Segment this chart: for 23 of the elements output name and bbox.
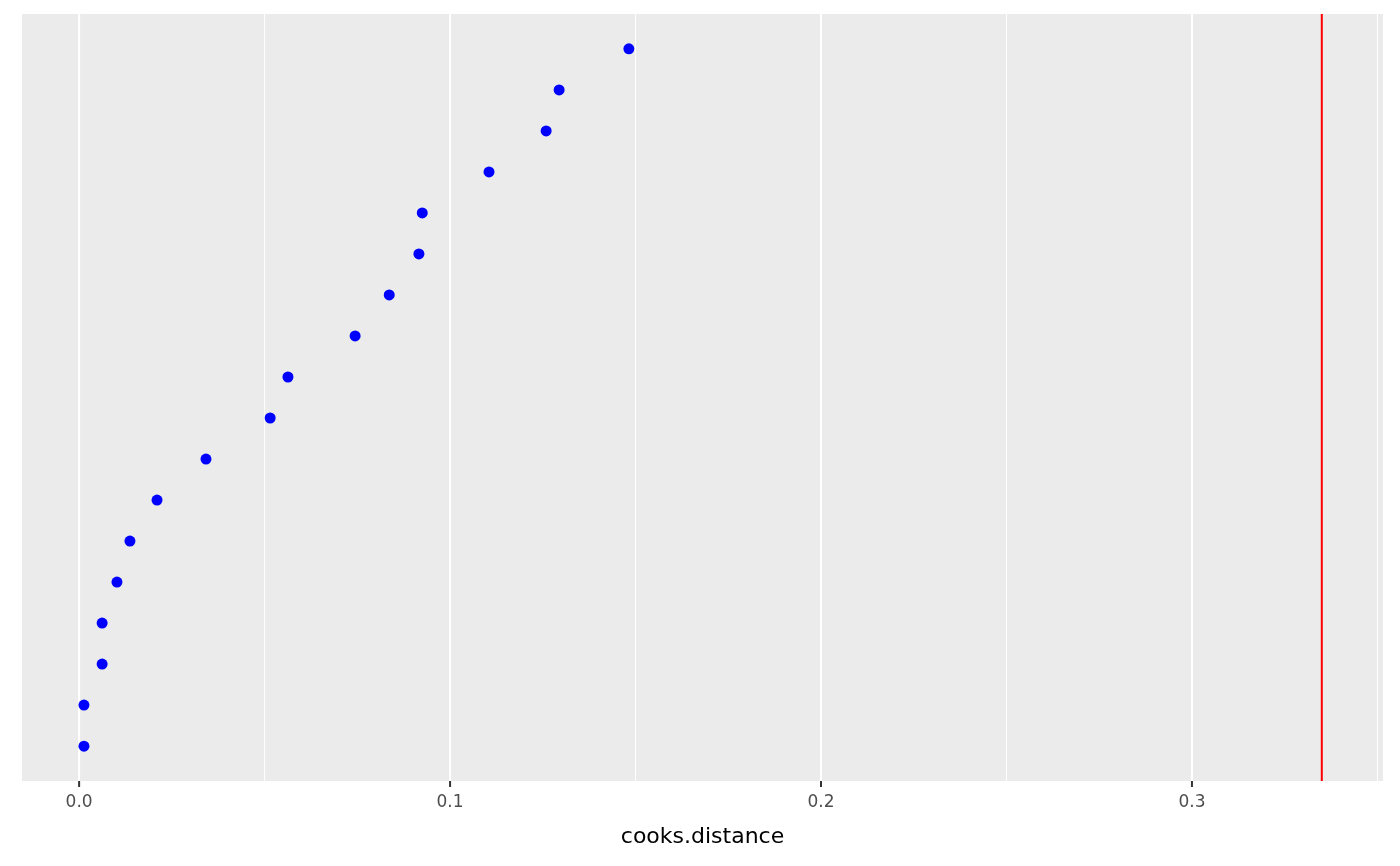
x-axis-title: cooks.distance [620,823,785,848]
point [151,494,163,506]
point [96,617,108,629]
x-tick-label: 0.1 [436,791,464,811]
point [349,330,361,342]
point [124,535,136,547]
point [200,453,212,465]
point [413,248,425,260]
point [483,166,495,178]
point [540,125,552,137]
point [264,412,276,424]
point [96,658,108,670]
point [416,207,428,219]
x-tick-label: 0.3 [1178,791,1206,811]
point [623,43,635,55]
point [78,740,90,752]
point [383,289,395,301]
point [553,84,565,96]
x-tick-label: 0.0 [65,791,93,811]
x-tick-label: 0.2 [807,791,835,811]
point [111,576,123,588]
point [78,699,90,711]
point [282,371,294,383]
